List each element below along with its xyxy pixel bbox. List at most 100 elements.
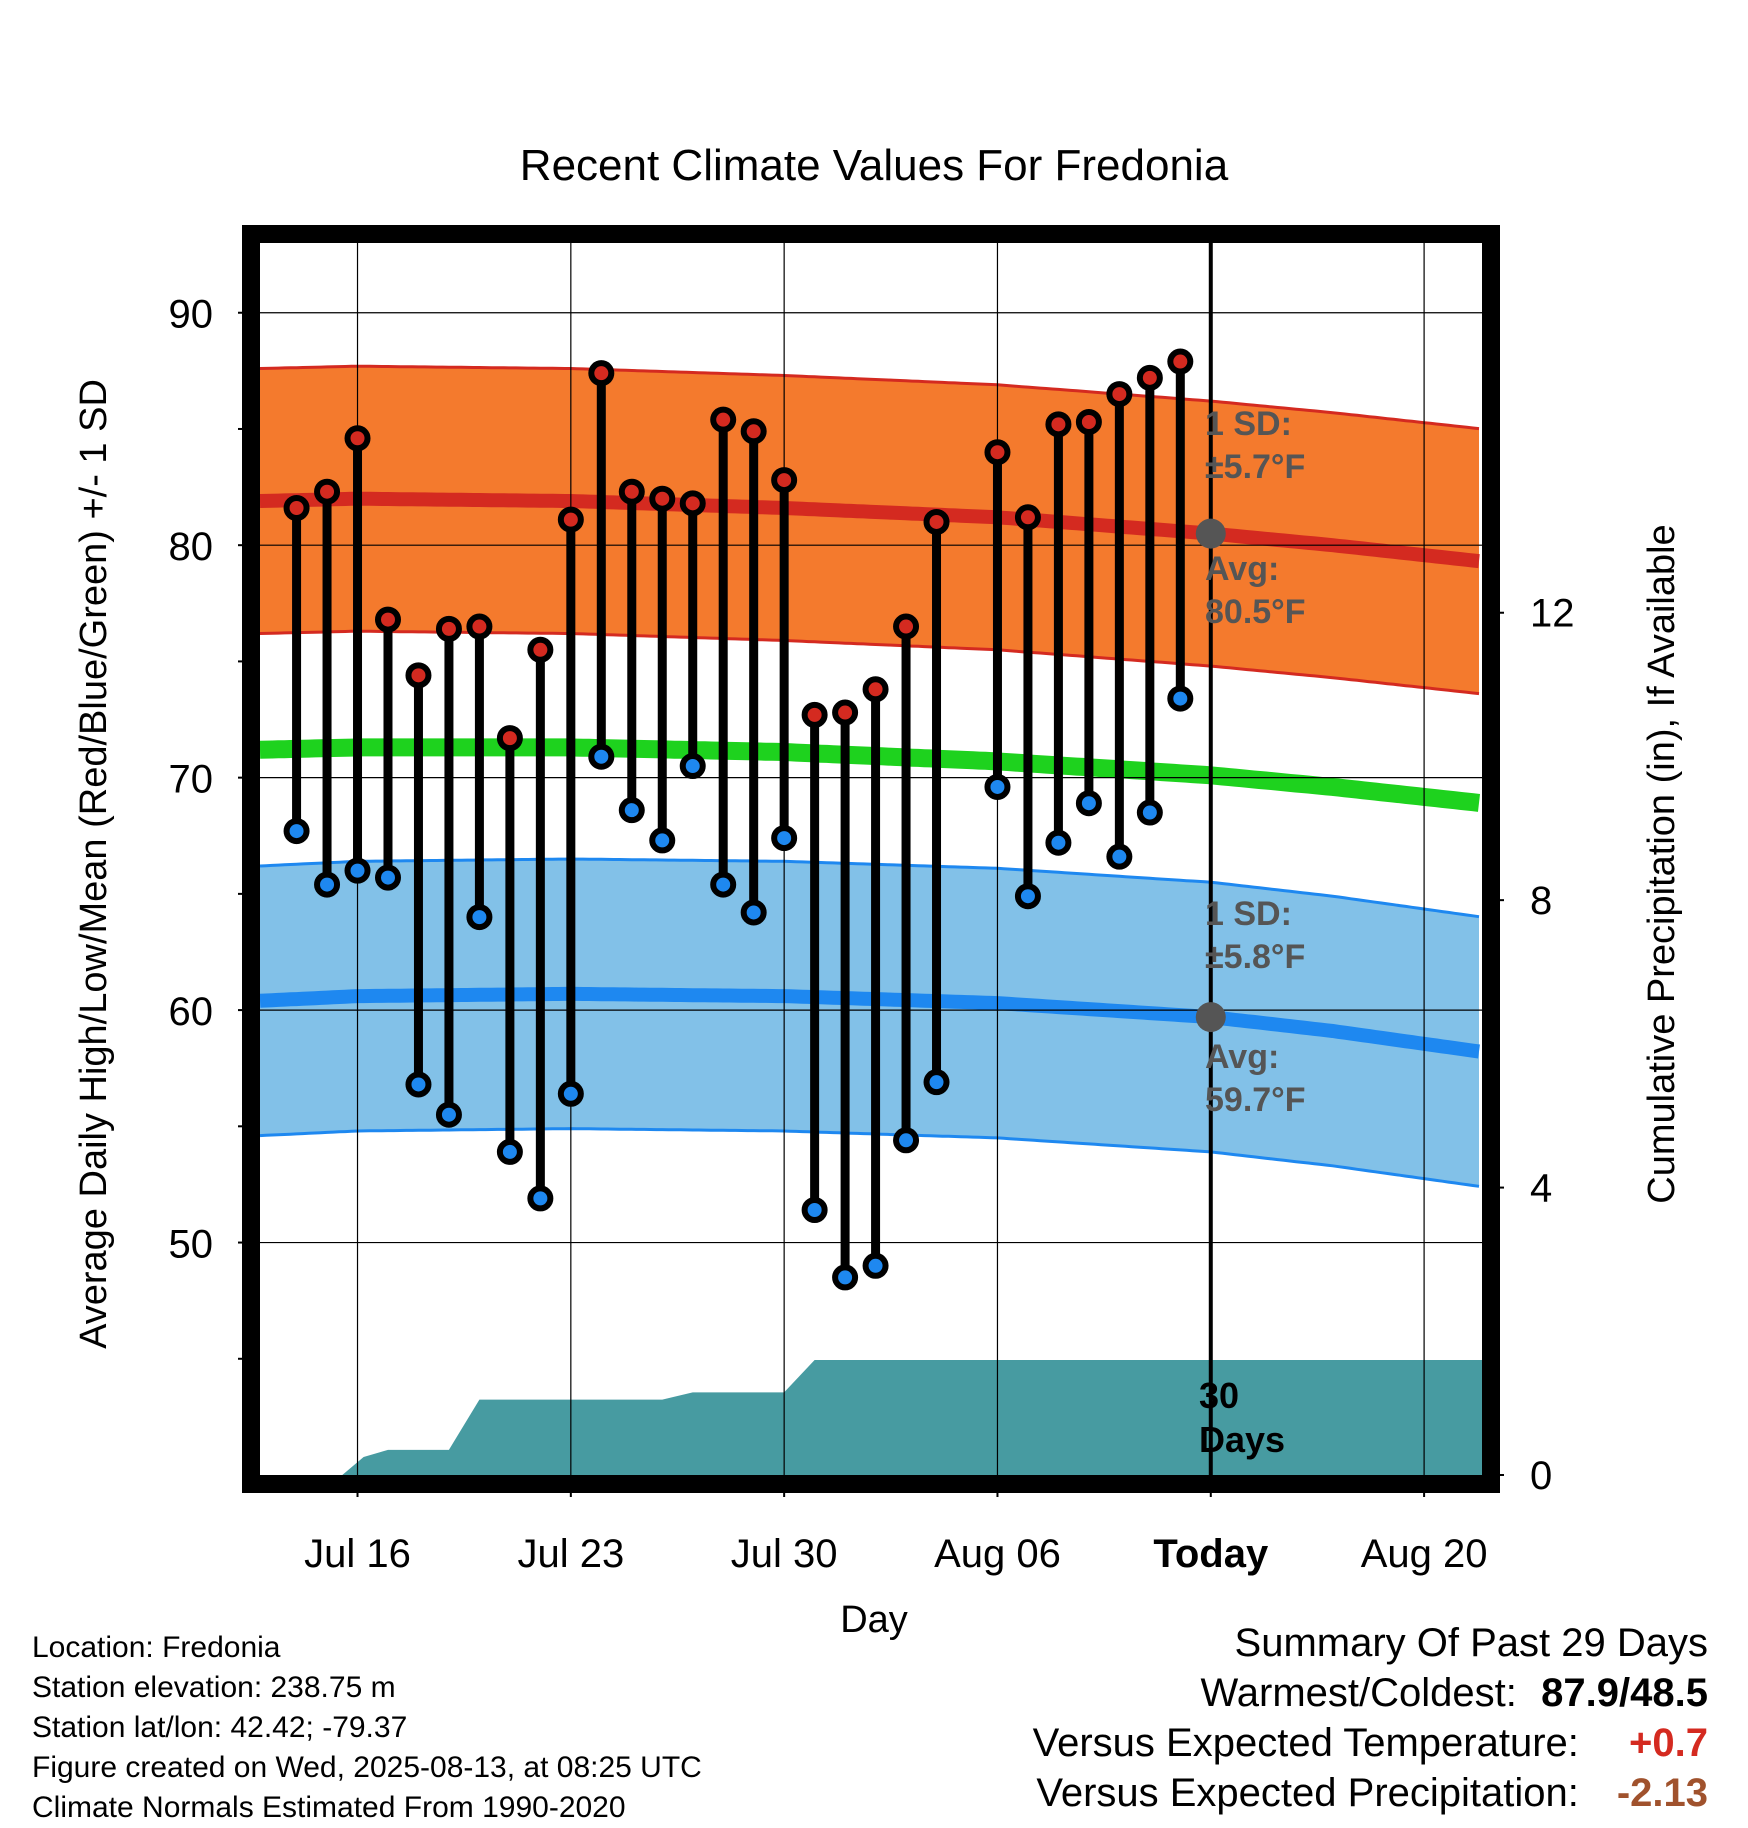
normal-mean-line [259, 738, 1481, 812]
window-days-word: Days [1199, 1419, 1285, 1460]
daily-low-dot [557, 1080, 584, 1107]
high-sd-value: ±5.7°F [1205, 448, 1305, 486]
low-sd-band-lower-edge [259, 1127, 1480, 1188]
daily-low-dot [1167, 685, 1194, 712]
today-normal-high-dot [1195, 518, 1226, 549]
daily-low-dot [466, 904, 493, 931]
x-tick-label: Today [1153, 1532, 1269, 1576]
daily-high-dot [832, 699, 859, 726]
daily-high-dot [618, 478, 645, 505]
precip-tick-label: 8 [1530, 879, 1552, 923]
low-avg-label: Avg: [1205, 1038, 1279, 1076]
daily-low-dot [710, 871, 737, 898]
daily-low-dot [1136, 799, 1163, 826]
daily-high-dot [405, 662, 432, 689]
daily-high-dot [283, 494, 310, 521]
y-tick-label: 80 [169, 525, 214, 569]
x-tick-label: Jul 23 [517, 1532, 624, 1576]
precip-label: Versus Expected Precipitation: [1036, 1771, 1579, 1815]
daily-low-dot [984, 773, 1011, 800]
warm-cold-row: Warmest/Coldest: 87.9/48.5 [1033, 1668, 1709, 1718]
y-tick-label: 90 [169, 293, 214, 337]
window-days-number: 30 [1199, 1375, 1239, 1416]
precip-row: Versus Expected Precipitation: -2.13 [1033, 1768, 1708, 1818]
high-sd-band-lower-edge [259, 629, 1480, 696]
y-tick-label: 60 [169, 990, 214, 1034]
y-axis-label-right: Cumulative Precipitation (in), If Availa… [1641, 524, 1683, 1203]
warm-cold-value: 87.9/48.5 [1541, 1671, 1708, 1715]
daily-high-dot [710, 406, 737, 433]
x-tick-label: Jul 30 [731, 1532, 838, 1576]
daily-high-dot [1106, 381, 1133, 408]
daily-low-dot [314, 871, 341, 898]
y-tick-label: 70 [169, 758, 214, 802]
daily-low-dot [740, 899, 767, 926]
precip-axis-ticks: 0 4 8 12 [1491, 592, 1575, 1498]
daily-low-dot [283, 818, 310, 845]
precip-tick-label: 4 [1530, 1167, 1552, 1211]
daily-low-dot [435, 1101, 462, 1128]
x-axis-ticks: Jul 16 Jul 23 Jul 30 Aug 06 Today Aug 20 [304, 1484, 1487, 1576]
daily-high-dot [679, 490, 706, 517]
daily-low-dot [801, 1197, 828, 1224]
chart-title: Recent Climate Values For Fredonia [520, 141, 1229, 190]
daily-low-dot [496, 1138, 523, 1165]
daily-low-dot [344, 857, 371, 884]
y-tick-label: 50 [169, 1223, 214, 1267]
daily-high-dot [1014, 504, 1041, 531]
x-tick-label: Aug 20 [1361, 1532, 1488, 1576]
daily-high-dot [893, 613, 920, 640]
normal-bands [259, 364, 1481, 1188]
daily-low-dot [679, 753, 706, 780]
daily-temperature-dots [283, 348, 1194, 1291]
cumulative-precipitation-area [260, 1360, 1482, 1475]
low-sd-value: ±5.8°F [1205, 938, 1305, 976]
daily-high-dot [435, 615, 462, 642]
daily-low-dot [618, 797, 645, 824]
daily-high-dot [984, 439, 1011, 466]
daily-low-dot [1106, 843, 1133, 870]
daily-range-stems [292, 361, 1185, 1278]
y-axis-label-left: Average Daily High/Low/Mean (Red/Blue/Gr… [73, 379, 115, 1349]
elevation-text: Station elevation: 238.75 m [32, 1671, 396, 1704]
y-axis-ticks: 50 60 70 80 90 [169, 293, 251, 1360]
daily-low-dot [771, 825, 798, 852]
daily-high-dot [801, 701, 828, 728]
created-text: Figure created on Wed, 2025-08-13, at 08… [32, 1751, 702, 1784]
high-avg-label: Avg: [1205, 550, 1279, 588]
daily-high-dot [466, 613, 493, 640]
high-avg-value: 80.5°F [1205, 593, 1306, 631]
daily-low-dot [1014, 883, 1041, 910]
daily-high-dot [344, 425, 371, 452]
precip-tick-label: 12 [1530, 592, 1575, 636]
daily-high-dot [771, 467, 798, 494]
summary-panel: Summary Of Past 29 Days Warmest/Coldest:… [1033, 1618, 1708, 1818]
daily-low-dot [588, 743, 615, 770]
high-sd-band-upper-edge [259, 364, 1480, 431]
daily-high-dot [923, 508, 950, 535]
today-normal-low-dot [1195, 1002, 1226, 1033]
temp-row: Versus Expected Temperature: +0.7 [1033, 1718, 1708, 1768]
daily-low-dot [862, 1252, 889, 1279]
daily-high-dot [1136, 364, 1163, 391]
daily-low-dot [527, 1185, 554, 1212]
daily-high-dot [1045, 411, 1072, 438]
location-text: Location: Fredonia [32, 1631, 281, 1664]
precip-tick-label: 0 [1530, 1454, 1552, 1498]
daily-low-dot [1045, 829, 1072, 856]
plot-frame [242, 225, 1500, 1493]
daily-high-dot [588, 360, 615, 387]
summary-heading: Summary Of Past 29 Days [1234, 1621, 1708, 1665]
daily-low-dot [893, 1127, 920, 1154]
daily-high-dot [557, 506, 584, 533]
daily-low-dot [405, 1071, 432, 1098]
precip-value: -2.13 [1616, 1771, 1708, 1815]
daily-high-dot [374, 606, 401, 633]
daily-low-dot [923, 1069, 950, 1096]
daily-high-dot [649, 485, 676, 512]
daily-high-dot [740, 418, 767, 445]
daily-high-dot [527, 636, 554, 663]
low-sd-label: 1 SD: [1205, 895, 1292, 933]
temp-value: +0.7 [1629, 1721, 1708, 1765]
